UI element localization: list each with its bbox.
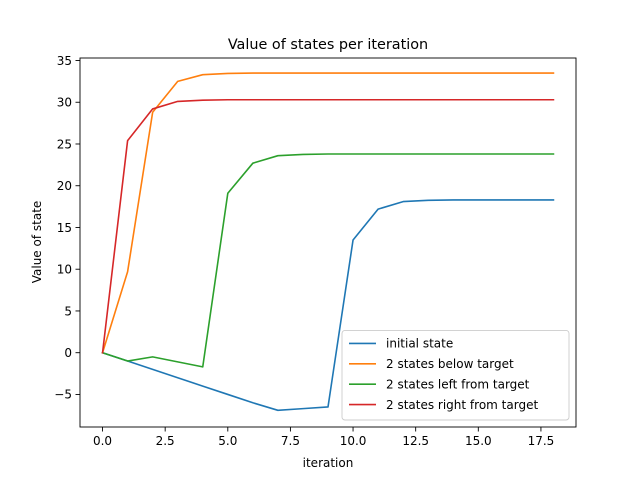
x-tick-label: 2.5	[156, 434, 175, 448]
y-axis-label: Value of state	[30, 201, 44, 284]
series-line-0	[101, 199, 555, 412]
x-axis-ticks: 0.0 2.5 5.0 7.5 10.0 12.5 15.0 17.5	[93, 427, 554, 448]
x-tick-label: 17.5	[528, 434, 555, 448]
y-tick-label: 0	[64, 346, 72, 360]
x-tick-label: 7.5	[281, 434, 300, 448]
legend-entry-label: 2 states right from target	[386, 398, 538, 412]
x-tick-label: 12.5	[402, 434, 429, 448]
x-tick-label: 0.0	[93, 434, 112, 448]
series-line-1	[101, 72, 555, 354]
chart-title: Value of states per iteration	[228, 37, 428, 53]
x-axis-label: iteration	[303, 456, 354, 470]
plot-frame	[79, 57, 577, 428]
y-tick-label: 20	[57, 179, 72, 193]
series-line-2	[101, 153, 555, 368]
y-tick-label: 15	[57, 221, 72, 235]
y-axis-ticks: −5 0 5 10 15 20 25 30 35	[54, 54, 80, 402]
y-tick-label: 10	[57, 263, 72, 277]
y-tick-label: −5	[54, 388, 72, 402]
plot-lines	[101, 72, 555, 412]
legend-box	[341, 329, 570, 421]
x-tick-label: 15.0	[465, 434, 492, 448]
legend: initial state 2 states below target 2 stat…	[341, 329, 570, 421]
y-tick-label: 35	[57, 54, 72, 68]
legend-entry-label: 2 states below target	[386, 357, 514, 371]
y-tick-label: 25	[57, 137, 72, 151]
series-line-3	[101, 98, 555, 354]
y-tick-label: 30	[57, 96, 72, 110]
x-tick-label: 10.0	[340, 434, 367, 448]
y-tick-label: 5	[64, 304, 72, 318]
legend-entry-label: initial state	[386, 337, 453, 351]
x-tick-label: 5.0	[218, 434, 237, 448]
legend-entry-label: 2 states left from target	[386, 378, 530, 392]
